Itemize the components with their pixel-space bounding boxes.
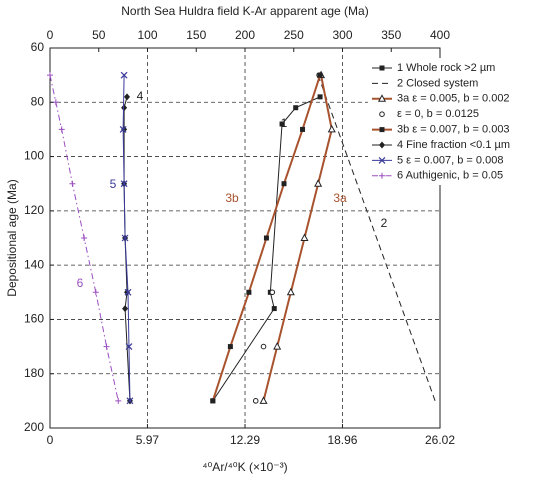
x2-tick-label: 12.29 (230, 433, 260, 447)
y-tick-label: 160 (24, 312, 44, 326)
marker (273, 342, 282, 350)
marker (379, 141, 385, 149)
legend-label: 1 Whole rock >2 µm (397, 62, 495, 74)
marker (263, 235, 269, 241)
x-tick-label: 200 (235, 28, 255, 42)
annotation: 1 (281, 116, 288, 130)
marker (378, 156, 386, 164)
marker (125, 343, 133, 350)
marker (259, 396, 268, 404)
y-axis-label: Depositional age (Ma) (5, 179, 19, 296)
marker (379, 172, 385, 179)
legend-box (368, 58, 548, 185)
marker (210, 398, 216, 404)
y-tick-label: 120 (24, 203, 44, 217)
marker (119, 126, 127, 133)
marker (379, 127, 385, 133)
marker (58, 126, 65, 133)
annotation: 2 (381, 216, 388, 230)
marker (52, 99, 59, 106)
marker (279, 121, 285, 127)
marker (300, 233, 309, 241)
marker (81, 235, 88, 241)
marker (293, 105, 299, 111)
x-tick-label: 150 (186, 28, 206, 42)
marker (124, 288, 132, 296)
legend: 1 Whole rock >2 µm 2 Closed system 3a ε = … (368, 58, 548, 185)
marker (126, 397, 134, 405)
marker (286, 287, 295, 296)
marker (317, 94, 323, 100)
marker (281, 181, 287, 187)
marker (122, 305, 129, 313)
legend-label: 3b ε = 0.007, b = 0.003 (397, 124, 510, 136)
y-tick-label: 80 (31, 94, 45, 108)
annotation: 3b (225, 191, 239, 205)
x2-tick-label: 0 (47, 433, 54, 447)
marker (47, 72, 53, 79)
marker (260, 343, 267, 350)
marker (227, 344, 233, 350)
marker (377, 94, 387, 102)
marker (379, 111, 385, 117)
marker (121, 104, 128, 112)
x2-tick-label: 26.02 (425, 433, 455, 447)
y-tick-label: 60 (31, 40, 45, 54)
x-tick-label: 50 (92, 28, 106, 42)
legend-label: ε = 0, b = 0.0125 (397, 108, 479, 120)
y-tick-label: 140 (24, 257, 44, 271)
marker (314, 179, 323, 187)
marker (269, 289, 276, 296)
marker (92, 289, 99, 296)
marker (246, 289, 252, 295)
y-tick-label: 200 (24, 420, 44, 434)
marker (300, 126, 306, 132)
x2-axis-label: ⁴⁰Ar/⁴⁰K (×10⁻³) (202, 460, 287, 474)
chart-title: North Sea Huldra field K-Ar apparent age… (121, 4, 368, 18)
marker (379, 65, 385, 71)
marker (115, 397, 122, 404)
legend-label: 3a ε = 0.005, b = 0.002 (397, 93, 510, 105)
x-tick-label: 350 (381, 28, 401, 42)
x-tick-label: 0 (47, 28, 54, 42)
marker (271, 306, 277, 312)
series-line (317, 74, 436, 402)
marker (124, 93, 131, 101)
legend-label: 6 Authigenic, b = 0.05 (397, 170, 503, 182)
marker (327, 124, 336, 133)
legend-label: 4 Fine fraction <0.1 µm (397, 139, 510, 151)
marker (103, 343, 110, 350)
annotation: 5 (110, 177, 117, 191)
marker (69, 180, 76, 187)
marker (252, 398, 259, 404)
y-tick-label: 100 (24, 149, 44, 163)
y-tick-label: 180 (24, 366, 44, 380)
series-line (212, 96, 321, 402)
x-tick-label: 300 (332, 28, 352, 42)
marker (120, 71, 128, 79)
legend-label: 5 ε = 0.007, b = 0.008 (397, 154, 503, 166)
annotation: 3a (333, 191, 347, 205)
x-tick-label: 250 (284, 28, 304, 42)
annotation: 4 (137, 89, 144, 103)
x2-tick-label: 5.97 (136, 433, 160, 447)
marker (121, 234, 129, 242)
marker (317, 72, 323, 78)
x-tick-label: 100 (137, 28, 157, 42)
series-line (49, 75, 119, 401)
legend-label: 2 Closed system (397, 77, 478, 89)
x2-tick-label: 18.96 (327, 433, 357, 447)
x-tick-label: 400 (430, 28, 450, 42)
marker (120, 180, 128, 188)
annotation: 6 (77, 276, 84, 290)
